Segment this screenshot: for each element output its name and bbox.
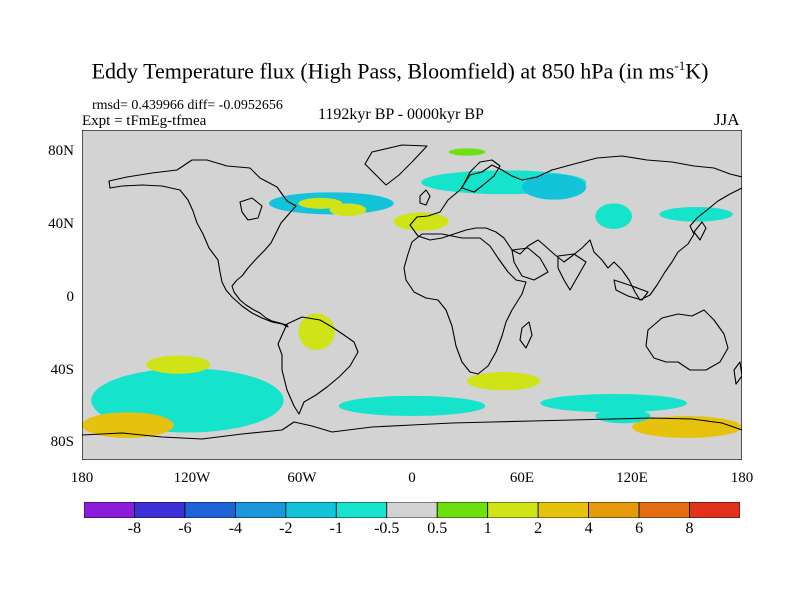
- anomaly-region-europe: [393, 212, 449, 231]
- madagascar-coastline: [519, 321, 533, 349]
- anomaly-region-south-indian-band: [540, 394, 687, 413]
- africa-coastline: [403, 233, 527, 375]
- lon-label-60e: 60E: [509, 470, 535, 486]
- lon-label-120e: 120E: [616, 470, 648, 486]
- antarctica-coastline: [82, 417, 742, 440]
- chart-title: Eddy Temperature flux (High Pass, Bloomf…: [91, 58, 709, 84]
- colorbar-label: -8: [127, 520, 142, 537]
- colorbar-swatch: [638, 502, 690, 518]
- new-zealand-coastline: [733, 361, 742, 385]
- colorbar-label: -4: [228, 520, 243, 537]
- southeast-asia-coastline: [613, 279, 649, 301]
- colorbar-swatch: [134, 502, 186, 518]
- coastlines: [82, 144, 742, 440]
- arabia-coastline: [511, 247, 549, 281]
- colorbar-label: 6: [635, 520, 644, 537]
- lat-label-40n: 40N: [48, 216, 74, 232]
- anomaly-region-ross-sea: [82, 412, 174, 438]
- season-label: JJA: [714, 110, 740, 129]
- lon-label-0: 0: [408, 470, 416, 486]
- anomaly-region-north-atlantic-core2: [329, 203, 367, 217]
- lon-label-60w: 60W: [287, 470, 317, 486]
- anomaly-region-south-indian: [467, 372, 541, 391]
- colorbar-swatch: [184, 502, 236, 518]
- eurasia-coastline: [409, 155, 742, 301]
- colorbar: [84, 502, 740, 518]
- colorbar-swatch: [234, 502, 287, 518]
- anomaly-region-north-pacific: [659, 207, 733, 222]
- colorbar-swatch: [689, 502, 740, 518]
- anomaly-region-south-pacific-band: [146, 355, 211, 374]
- stats-text: rmsd= 0.439966 diff= -0.0952656: [92, 98, 283, 113]
- british-isles-coastline: [419, 189, 431, 206]
- colorbar-label: -2: [279, 520, 293, 537]
- lon-label-120w: 120W: [173, 470, 211, 486]
- lat-label-40s: 40S: [50, 362, 74, 378]
- colorbar-label: -6: [178, 520, 192, 537]
- hudson-bay-coastline: [239, 197, 263, 221]
- colorbar-swatch: [84, 502, 135, 518]
- anomaly-region-east-antarctic-west: [595, 408, 651, 424]
- colorbar-label: -0.5: [374, 520, 400, 537]
- colorbar-label: 1: [483, 520, 492, 537]
- colorbar-swatch: [487, 502, 539, 518]
- lat-label-0: 0: [66, 289, 75, 305]
- colorbar-label: 8: [685, 520, 694, 537]
- lon-label-180e: 180: [730, 470, 754, 486]
- period-label: 1192kyr BP - 0000kyr BP: [318, 106, 484, 123]
- india-coastline: [557, 253, 587, 291]
- greenland-coastline: [364, 144, 428, 186]
- anomaly-region-arctic-patch: [448, 148, 486, 156]
- australia-coastline: [645, 309, 729, 371]
- colorbar-label: 0.5: [427, 520, 448, 537]
- anomaly-region-north-atlantic-core: [298, 197, 343, 209]
- anomaly-region-south-atlantic: [338, 395, 486, 416]
- colorbar-swatch: [436, 502, 489, 518]
- colorbar-swatch: [285, 502, 337, 518]
- colorbar-swatch: [386, 502, 438, 518]
- colorbar-swatch: [588, 502, 640, 518]
- south-america-coastline: [277, 316, 359, 415]
- lat-label-80s: 80S: [50, 434, 74, 450]
- anomaly-region-central-asia: [595, 203, 633, 229]
- colorbar-label: -1: [329, 520, 343, 537]
- anomaly-region-west-siberia: [522, 174, 587, 200]
- lon-label-180w: 180: [70, 470, 94, 486]
- colorbar-swatch: [537, 502, 590, 518]
- colorbar-swatch: [335, 502, 388, 518]
- colorbar-label: 2: [534, 520, 543, 537]
- colorbar-label: 4: [584, 520, 593, 537]
- north-america-coastline: [108, 159, 297, 328]
- scandinavia-coastline: [461, 159, 501, 193]
- map-plot: [82, 130, 742, 460]
- japan-coastline: [693, 221, 707, 241]
- anomaly-region-south-america: [298, 313, 335, 350]
- lat-label-80n: 80N: [48, 143, 74, 159]
- experiment-label: Expt = tFmEg-tfmea: [82, 113, 207, 129]
